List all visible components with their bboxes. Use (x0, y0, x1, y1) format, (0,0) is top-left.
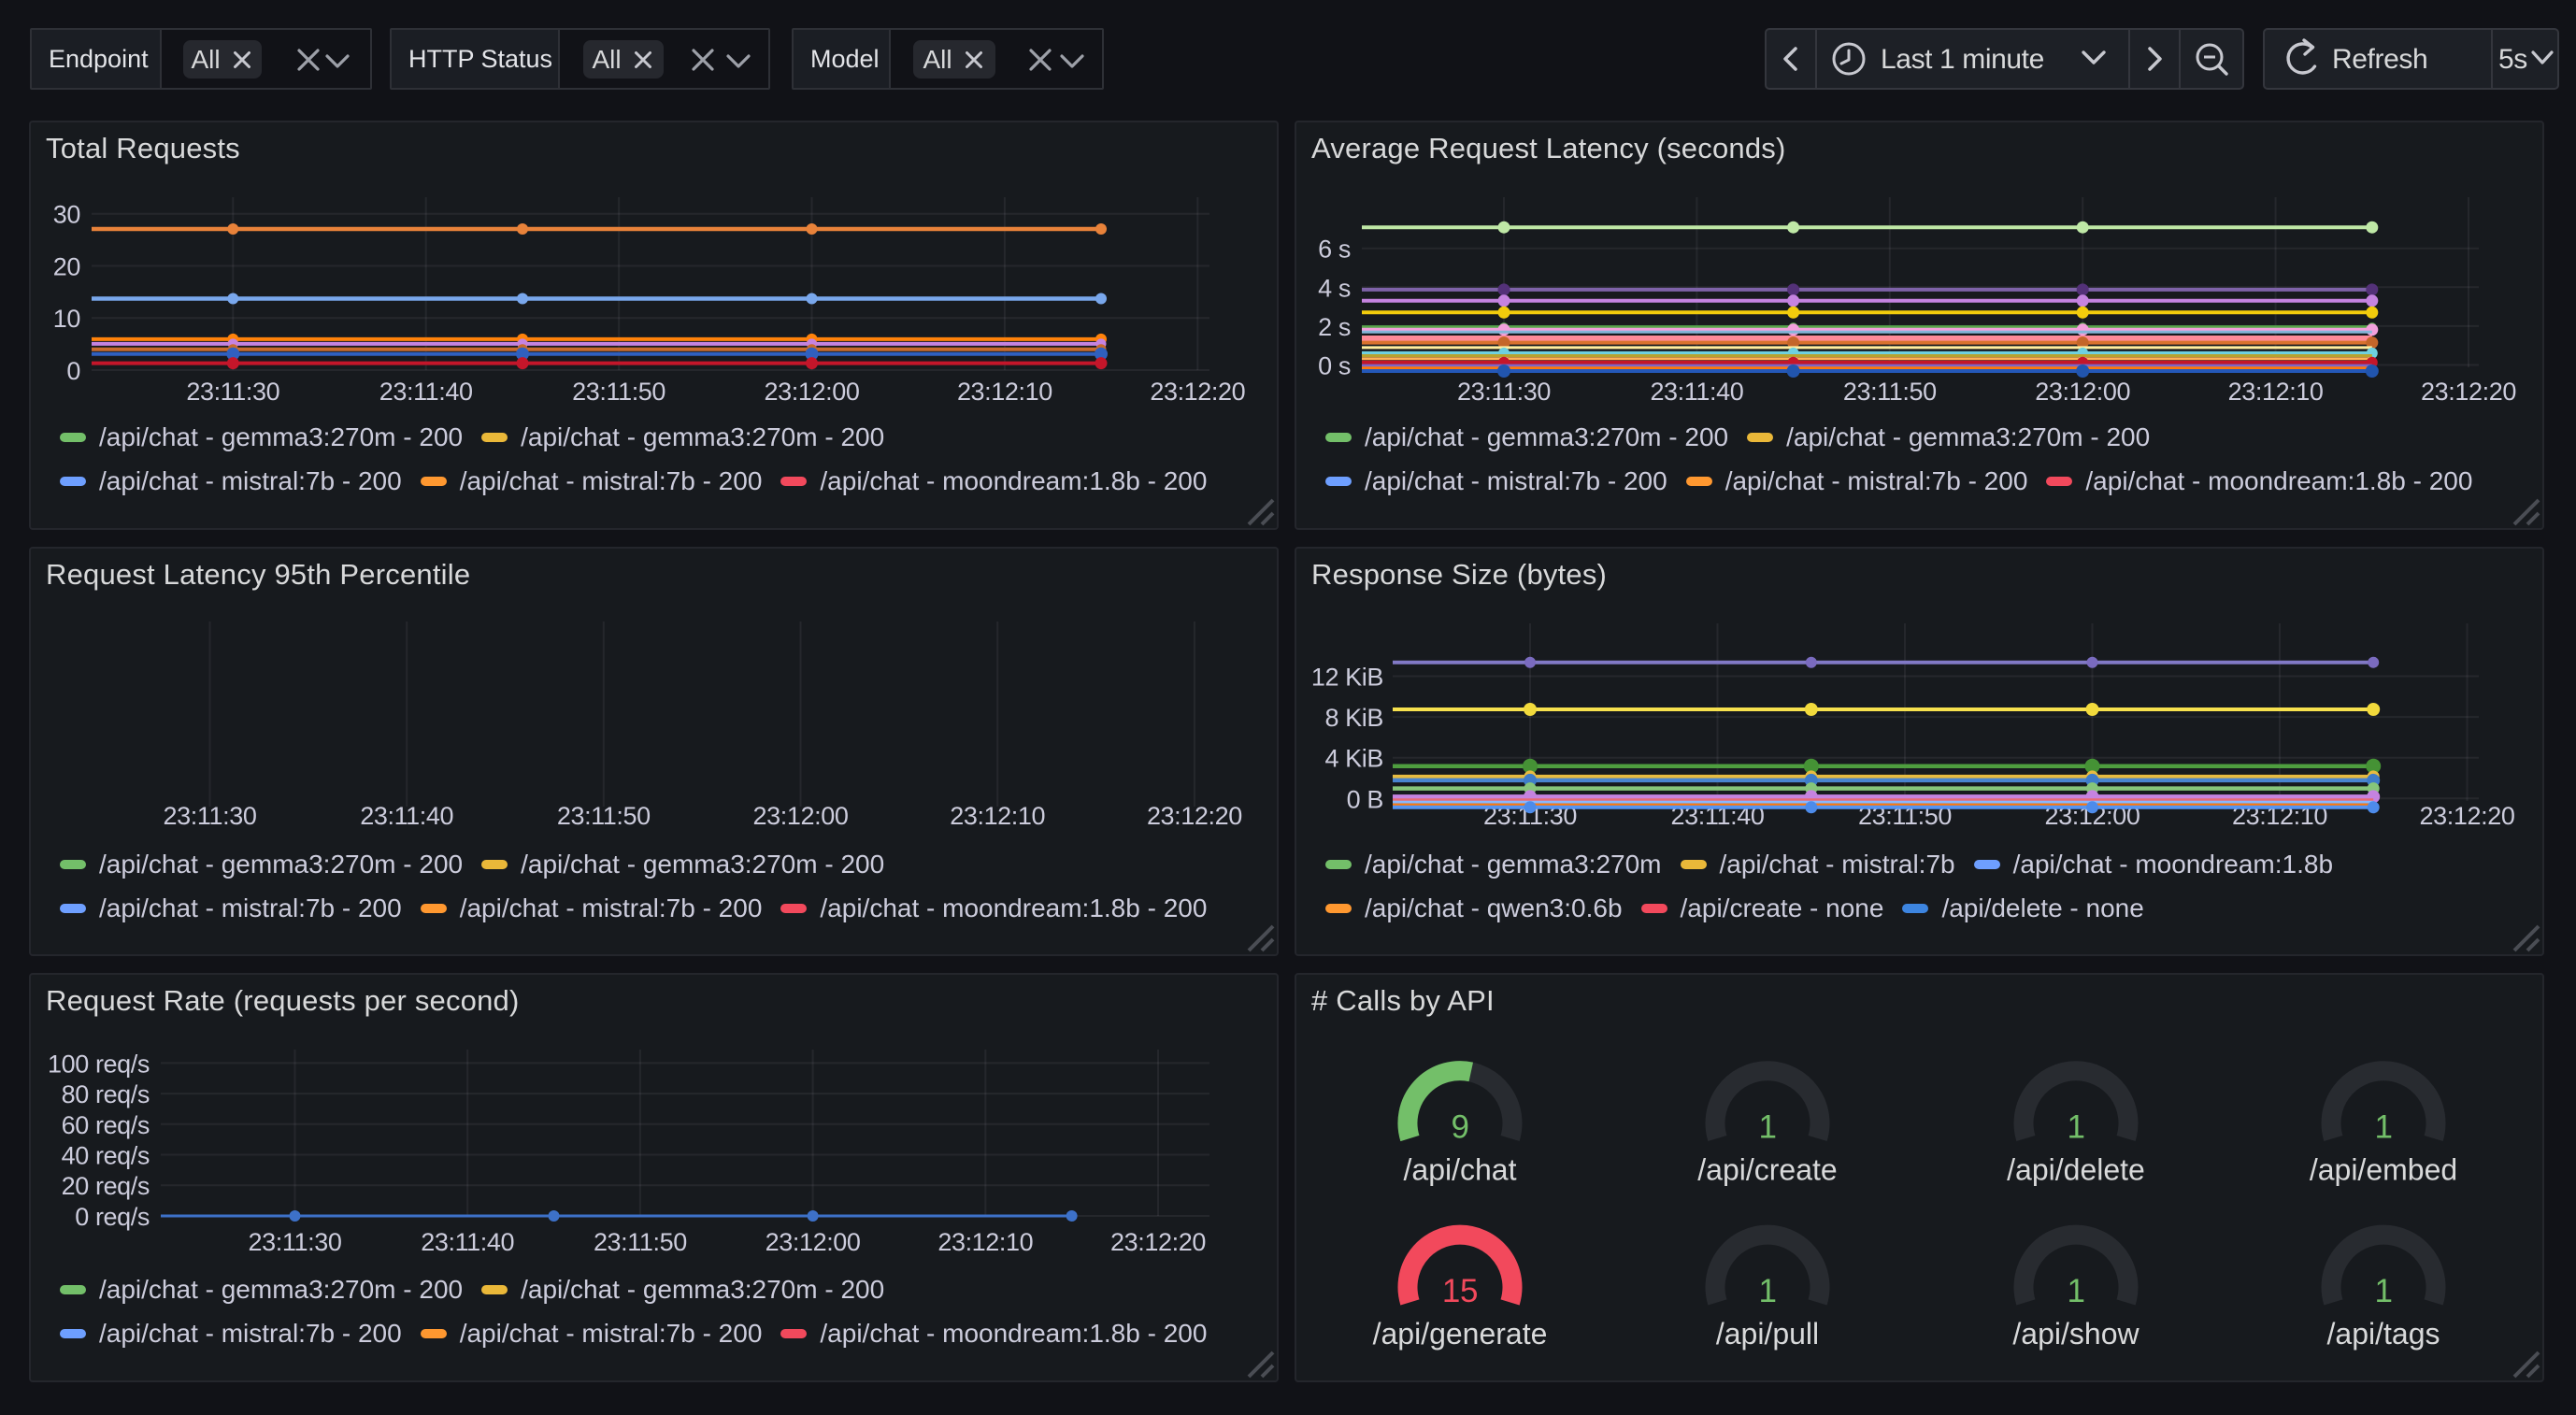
svg-text:5s: 5s (2498, 44, 2527, 75)
svg-text:23:11:50: 23:11:50 (594, 1228, 687, 1256)
svg-text:100 req/s: 100 req/s (48, 1050, 150, 1078)
svg-text:/api/show: /api/show (2012, 1317, 2140, 1351)
svg-text:10: 10 (53, 305, 80, 333)
svg-text:23:12:20: 23:12:20 (1150, 378, 1245, 406)
svg-text:23:11:30: 23:11:30 (186, 378, 279, 406)
svg-text:/api/tags: /api/tags (2327, 1317, 2440, 1351)
svg-text:23:12:00: 23:12:00 (766, 1228, 861, 1256)
svg-text:0: 0 (66, 357, 80, 385)
svg-text:1: 1 (2067, 1109, 2084, 1146)
svg-text:23:11:50: 23:11:50 (572, 378, 665, 406)
svg-text:23:11:30: 23:11:30 (164, 802, 257, 830)
svg-text:23:11:40: 23:11:40 (421, 1228, 514, 1256)
svg-text:1: 1 (2374, 1273, 2392, 1309)
svg-text:1: 1 (1758, 1109, 1776, 1146)
svg-text:0 B: 0 B (1347, 785, 1383, 813)
svg-text:15: 15 (1442, 1273, 1478, 1309)
svg-text:23:12:10: 23:12:10 (937, 1228, 1033, 1256)
svg-text:/api/pull: /api/pull (1716, 1317, 1819, 1351)
svg-text:0 s: 0 s (1318, 352, 1351, 380)
svg-text:1: 1 (1758, 1273, 1776, 1309)
svg-text:Last 1 minute: Last 1 minute (1881, 44, 2044, 75)
svg-text:6 s: 6 s (1318, 236, 1351, 264)
svg-text:1: 1 (2067, 1273, 2084, 1309)
svg-text:1: 1 (2374, 1109, 2392, 1146)
svg-text:23:12:10: 23:12:10 (957, 378, 1052, 406)
svg-text:9: 9 (1451, 1109, 1468, 1146)
svg-text:4 KiB: 4 KiB (1324, 745, 1383, 773)
svg-text:/api/generate: /api/generate (1373, 1317, 1548, 1351)
svg-text:40 req/s: 40 req/s (62, 1142, 150, 1170)
svg-text:23:12:10: 23:12:10 (2228, 378, 2324, 406)
svg-text:4 s: 4 s (1318, 274, 1351, 302)
svg-text:23:12:00: 23:12:00 (765, 378, 860, 406)
svg-text:23:12:20: 23:12:20 (2421, 378, 2516, 406)
svg-text:23:12:00: 23:12:00 (753, 802, 849, 830)
svg-text:23:12:00: 23:12:00 (2035, 378, 2130, 406)
svg-text:12 KiB: 12 KiB (1311, 664, 1383, 692)
svg-text:20: 20 (53, 253, 80, 281)
svg-text:/api/delete: /api/delete (2007, 1153, 2145, 1187)
svg-text:23:11:30: 23:11:30 (1457, 378, 1551, 406)
svg-text:23:12:20: 23:12:20 (1110, 1228, 1206, 1256)
svg-text:23:11:40: 23:11:40 (379, 378, 473, 406)
svg-text:0 req/s: 0 req/s (75, 1203, 150, 1231)
svg-text:80 req/s: 80 req/s (62, 1080, 150, 1108)
svg-text:Refresh: Refresh (2332, 44, 2427, 75)
svg-text:8 KiB: 8 KiB (1324, 704, 1383, 732)
svg-text:30: 30 (53, 201, 80, 229)
svg-text:23:12:20: 23:12:20 (1147, 802, 1242, 830)
svg-text:23:11:40: 23:11:40 (1650, 378, 1743, 406)
svg-text:23:11:40: 23:11:40 (360, 802, 453, 830)
svg-text:60 req/s: 60 req/s (62, 1111, 150, 1139)
svg-text:/api/create: /api/create (1697, 1153, 1837, 1187)
svg-text:2 s: 2 s (1318, 313, 1351, 341)
svg-text:23:12:10: 23:12:10 (950, 802, 1045, 830)
svg-text:23:12:20: 23:12:20 (2420, 802, 2515, 830)
svg-text:23:11:30: 23:11:30 (249, 1228, 342, 1256)
svg-text:23:11:50: 23:11:50 (1843, 378, 1937, 406)
svg-text:20 req/s: 20 req/s (62, 1172, 150, 1200)
svg-text:/api/embed: /api/embed (2310, 1153, 2457, 1187)
svg-text:23:11:50: 23:11:50 (557, 802, 651, 830)
svg-text:/api/chat: /api/chat (1404, 1153, 1517, 1187)
